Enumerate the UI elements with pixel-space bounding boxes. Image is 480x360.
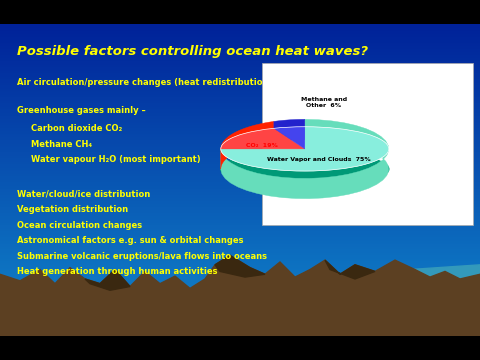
- Text: Greenhouse gases mainly –: Greenhouse gases mainly –: [17, 105, 145, 114]
- Text: CO₂  19%: CO₂ 19%: [246, 143, 277, 148]
- Text: Astronomical factors e.g. sun & orbital changes: Astronomical factors e.g. sun & orbital …: [17, 236, 243, 245]
- Text: Methane and
Other  6%: Methane and Other 6%: [301, 97, 347, 108]
- Polygon shape: [400, 298, 480, 336]
- Polygon shape: [221, 121, 274, 169]
- Text: Water vapour H₂O (most important): Water vapour H₂O (most important): [31, 155, 201, 164]
- Polygon shape: [221, 127, 389, 171]
- Polygon shape: [274, 127, 305, 149]
- Text: Methane CH₄: Methane CH₄: [31, 140, 92, 149]
- Polygon shape: [325, 260, 375, 279]
- Text: Air circulation/pressure changes (heat redistribution): Air circulation/pressure changes (heat r…: [17, 77, 272, 86]
- Text: Carbon dioxide CO₂: Carbon dioxide CO₂: [31, 124, 122, 133]
- Polygon shape: [221, 128, 305, 149]
- Polygon shape: [340, 265, 480, 336]
- Text: Submarine volcanic eruptions/lava flows into oceans: Submarine volcanic eruptions/lava flows …: [17, 252, 267, 261]
- Text: Vegetation distribution: Vegetation distribution: [17, 205, 128, 214]
- Text: Ocean circulation changes: Ocean circulation changes: [17, 221, 142, 230]
- Text: Water Vapor and Clouds  75%: Water Vapor and Clouds 75%: [267, 157, 371, 162]
- FancyBboxPatch shape: [262, 63, 473, 225]
- Text: Water/cloud/ice distribution: Water/cloud/ice distribution: [17, 189, 150, 198]
- Text: Possible factors controlling ocean heat waves?: Possible factors controlling ocean heat …: [17, 45, 368, 58]
- Text: Heat generation through human activities: Heat generation through human activities: [17, 267, 217, 276]
- Polygon shape: [215, 255, 265, 277]
- Polygon shape: [85, 270, 130, 290]
- Ellipse shape: [221, 152, 389, 187]
- Polygon shape: [0, 255, 480, 336]
- Polygon shape: [221, 120, 389, 199]
- Polygon shape: [274, 120, 305, 141]
